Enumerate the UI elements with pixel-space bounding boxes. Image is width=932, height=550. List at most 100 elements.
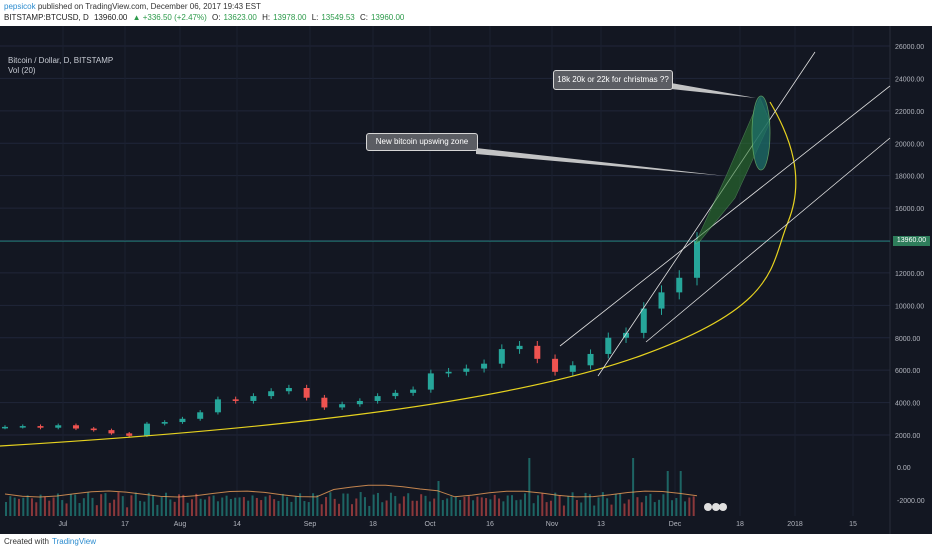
volume-bar [528, 458, 531, 516]
candle-body [72, 425, 79, 429]
candle-body [143, 423, 150, 436]
volume-bar [286, 497, 289, 516]
candle-body [676, 277, 683, 293]
volume-bar [229, 498, 232, 516]
price-tick-label: 12000.00 [895, 271, 924, 278]
volume-bar [433, 498, 436, 516]
volume-bar [562, 505, 565, 516]
legend-title: Bitcoin / Dollar, D, BITSTAMP [8, 56, 114, 65]
volume-bar [536, 495, 539, 516]
volume-bar [134, 492, 137, 516]
callout-pointer [476, 148, 726, 176]
volume-bar [268, 495, 271, 516]
high-value: 13978.00 [273, 13, 307, 22]
x-tick-label: 15 [849, 521, 857, 528]
volume-bar [195, 493, 198, 516]
volume-bar [216, 501, 219, 516]
volume-bar [351, 504, 353, 516]
volume-bar [251, 495, 254, 516]
candle-body [427, 373, 434, 390]
volume-bar [554, 492, 557, 516]
candle-body [569, 365, 576, 372]
volume-bar [610, 504, 613, 516]
chart-legend: Bitcoin / Dollar, D, BITSTAMP Vol (20) [8, 56, 113, 76]
annotation-christmas[interactable]: 18k 20k or 22k for christmas ?? [553, 70, 673, 90]
chart-header: pepsicok published on TradingView.com, D… [0, 0, 932, 26]
volume-bar [640, 502, 643, 516]
price-tick-label: 10000.00 [895, 303, 924, 310]
volume-bar [420, 494, 423, 516]
volume-bar [316, 495, 319, 516]
volume-bar [619, 493, 622, 516]
x-tick-label: 17 [121, 521, 129, 528]
volume-bar [290, 501, 293, 516]
volume-bar [260, 500, 263, 516]
volume-bar [627, 499, 630, 516]
candle-body [445, 371, 452, 374]
x-tick-label: 14 [233, 521, 241, 528]
volume-bar [368, 505, 371, 516]
volume-bar [299, 493, 302, 516]
volume-bar [69, 493, 72, 516]
x-tick-label: 18 [736, 521, 744, 528]
volume-tick-label: 0.00 [897, 465, 911, 472]
volume-bar [307, 502, 310, 516]
volume-bar [277, 500, 280, 516]
price-tick-label: 2000.00 [895, 433, 920, 440]
volume-bar [208, 496, 211, 516]
candle-body [19, 426, 26, 428]
volume-bar [165, 492, 168, 516]
volume-bar [91, 497, 94, 516]
publish-text: published on TradingView.com, December 0… [37, 2, 261, 11]
volume-bar [182, 494, 185, 516]
event-marker-icon [719, 503, 727, 511]
volume-bar [333, 498, 336, 516]
candle-body [516, 345, 523, 350]
volume-bar [437, 481, 440, 516]
volume-bar [65, 503, 68, 516]
open-label: O: [212, 13, 221, 22]
volume-bar [411, 500, 414, 516]
parabolic-curve [0, 101, 797, 447]
volume-bar [524, 493, 526, 516]
volume-bar [234, 497, 237, 516]
volume-bar [489, 499, 492, 516]
volume-bar [9, 496, 12, 516]
volume-tick-label: -2000.00 [897, 498, 925, 505]
volume-bar [117, 492, 120, 516]
volume-bar [82, 498, 85, 516]
volume-bar [48, 500, 51, 516]
volume-bar [606, 498, 609, 516]
volume-bar [541, 493, 544, 516]
volume-bar [190, 499, 193, 516]
close-label: C: [359, 13, 368, 22]
close-value: 13960.00 [370, 13, 405, 22]
volume-bar [225, 495, 228, 516]
x-tick-label: 16 [486, 521, 494, 528]
tradingview-logo[interactable]: TradingView [52, 537, 97, 546]
candle-body [374, 396, 381, 401]
price-tick-label: 16000.00 [895, 206, 924, 213]
price-chart[interactable]: 26000.00 24000.00 22000.00 20000.00 18000.00… [0, 26, 932, 534]
symbol-info: BITSTAMP:BTCUSD, D 13960.00 ▲ +336.50 (+… [4, 13, 407, 22]
author-link[interactable]: pepsicok [4, 2, 36, 11]
volume-bar [601, 492, 604, 516]
candle-body [640, 308, 647, 333]
volume-bar [178, 494, 180, 516]
volume-bar [441, 500, 444, 516]
annotation-upswing[interactable]: New bitcoin upswing zone [366, 133, 478, 151]
volume-bar [532, 503, 535, 516]
volume-bar [662, 494, 665, 516]
volume-bar [264, 496, 267, 516]
volume-bar [545, 502, 548, 516]
volume-bar [5, 502, 7, 516]
candle-body [197, 412, 204, 419]
candle-body [303, 387, 310, 398]
x-tick-label: Aug [174, 521, 187, 528]
volume-bar [329, 492, 332, 516]
volume-bar [173, 501, 176, 516]
candle-body [214, 399, 221, 413]
volume-bar [169, 499, 172, 516]
volume-bar [381, 502, 384, 516]
chart-area[interactable]: 26000.00 24000.00 22000.00 20000.00 18000.00… [0, 26, 932, 534]
